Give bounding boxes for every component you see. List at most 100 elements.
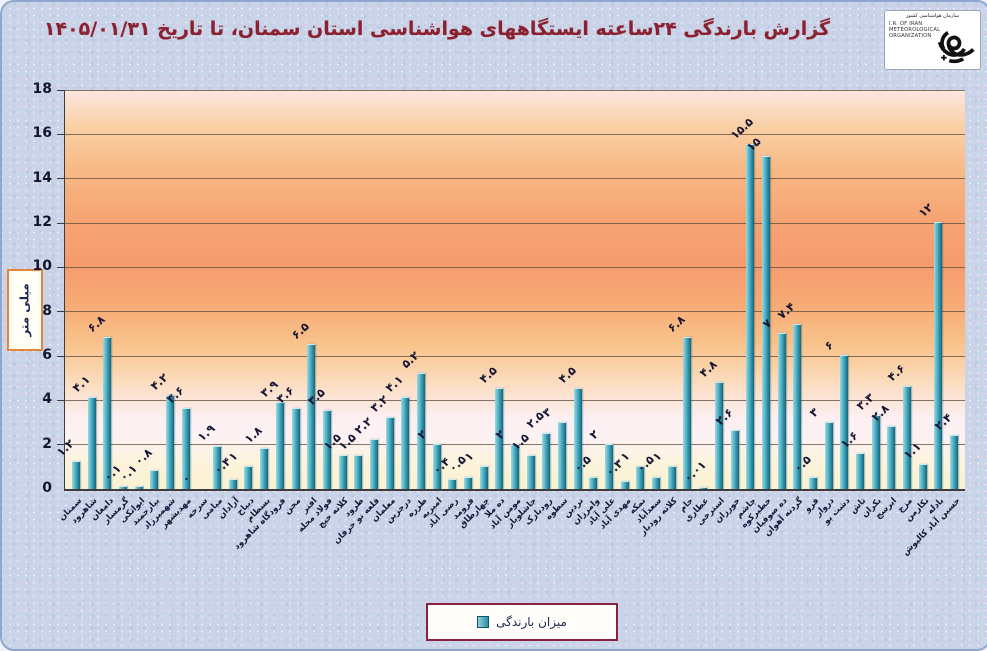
legend-label: میزان بارندگی: [496, 615, 567, 629]
y-tick-mark: [57, 89, 65, 91]
y-tick-mark: [57, 311, 65, 313]
plot-area: ۱.۲ ۴.۱ ۶.۸ ۰.۱ ۰.۱ ۰.۸ ۴.۲ ۳.۶ ۰ ۱.۹ ۰.۴ ۱ ۱.۸ ۳.۹ ۳.…: [54, 89, 965, 491]
chart-title: گزارش بارندگی ۲۴ساعته ایستگاههای هواشناس…: [43, 18, 831, 40]
rainfall-bar: [307, 343, 316, 489]
rainfall-bar: [463, 476, 472, 489]
y-tick-label: 16: [32, 125, 52, 142]
rainfall-bar: [746, 144, 755, 489]
rainfall-bar: [511, 443, 519, 489]
rainfall-bar: [573, 388, 582, 489]
x-axis-labels: سمنان شاهرود دامغان گرمسار ایوانکی بیارجمند شه…: [57, 492, 964, 617]
gridline: [57, 311, 965, 313]
legend-box: میزان بارندگی: [426, 603, 618, 641]
rainfall-bar: [730, 430, 739, 489]
y-tick-mark: [57, 266, 65, 268]
rainfall-bar: [401, 397, 410, 489]
rainfall-bar: [228, 479, 237, 489]
y-tick-mark: [57, 444, 65, 446]
bar-value-label: ۳: [806, 404, 821, 420]
y-tick-label: 14: [32, 169, 52, 186]
gridline: [57, 355, 965, 357]
rainfall-bar: [181, 408, 190, 489]
rainfall-bar: [714, 381, 723, 489]
rainfall-bar: [950, 434, 958, 489]
rainfall-bar: [699, 486, 708, 489]
rainfall-bar: [761, 155, 770, 489]
gridline: [57, 266, 965, 268]
gridline: [57, 399, 965, 401]
logo-english-text: I.R. OF IRAN METEOROLOGICAL ORGANIZATION: [889, 21, 940, 39]
y-tick-mark: [57, 399, 65, 401]
rainfall-bar: [213, 445, 222, 489]
rainfall-bar: [369, 439, 378, 489]
rainfall-bar: [542, 432, 551, 489]
bar-value-label: ۰.۸: [132, 445, 156, 469]
rainfall-bar: [605, 443, 614, 489]
bar-value-label: ۲: [586, 426, 602, 442]
rainfall-bar: [526, 454, 535, 489]
bar-value-label: ۱.۵: [335, 430, 359, 453]
bar-value-label: ۴.۸: [696, 356, 720, 380]
rainfall-bar: [934, 222, 943, 489]
bar-value-label: ۴.۱: [382, 372, 406, 396]
rainfall-bar: [824, 421, 833, 489]
bar-value-label: ۶.۸: [84, 312, 109, 336]
rainfall-bar: [558, 421, 567, 489]
rainfall-bar: [72, 461, 80, 489]
rainfall-bar: [871, 414, 880, 489]
logo-en-line2: METEOROLOGICAL: [889, 27, 941, 33]
bar-value-label: ۲.۲: [351, 414, 375, 438]
rainfall-bar: [150, 470, 159, 489]
y-tick-label: 18: [32, 81, 52, 97]
logo-en-line1: I.R. OF IRAN: [889, 21, 923, 27]
rainfall-bar: [589, 476, 598, 489]
logo-en-line3: ORGANIZATION: [889, 33, 932, 39]
y-tick-mark: [57, 222, 65, 224]
rainfall-bar: [777, 332, 786, 489]
bar-value-label: ۱.۸: [241, 423, 265, 447]
bar-value-label: ۶.۵: [288, 319, 312, 342]
rainfall-bar: [322, 410, 331, 489]
bar-value-label: ۷.۴: [774, 299, 798, 322]
bar-value-label: ۴.۶: [884, 361, 908, 385]
gridline: [57, 222, 965, 224]
bar-value-label: ۱۲: [915, 200, 936, 220]
rainfall-bar: [432, 443, 441, 489]
rainfall-bar: [840, 355, 849, 489]
rainfall-bar: [385, 417, 394, 489]
bar-value-label: ۰.۱: [116, 461, 140, 484]
rainfall-bar: [683, 337, 692, 489]
rainfall-bar: [636, 465, 645, 489]
bar-value-label: ۴.۵: [476, 363, 501, 387]
y-tick-label: 2: [42, 435, 52, 452]
logo-farsi-text: سازمان هواشناسی کشور: [905, 13, 960, 19]
rainfall-bar: [495, 388, 504, 489]
bar-value-label: ۴.۱: [69, 372, 93, 396]
gridline: [57, 133, 965, 135]
rainfall-bar: [620, 481, 629, 489]
rainfall-bar: [667, 465, 676, 489]
rainfall-bar: [119, 485, 128, 489]
legend-marker-icon: [477, 616, 490, 628]
rainfall-bar: [166, 394, 175, 489]
rainfall-bar: [855, 452, 864, 489]
rainfall-bar: [291, 408, 300, 489]
y-tick-label: 10: [32, 258, 52, 275]
gridline: [57, 178, 965, 180]
bar-value-label: ۶: [821, 337, 837, 353]
y-tick-label: 6: [42, 347, 52, 363]
met-organization-logo: سازمان هواشناسی کشور I.R. OF IRAN METEOR…: [884, 10, 981, 70]
bar-value-label: ۱.۹: [194, 421, 218, 444]
y-tick-label: 12: [32, 214, 52, 230]
rainfall-bar: [134, 485, 143, 489]
rainfall-bar: [887, 425, 896, 489]
rainfall-bar: [479, 465, 488, 489]
bar-value-label: ۴.۲: [147, 370, 171, 393]
y-tick-label: 4: [42, 391, 52, 408]
rainfall-bar: [448, 479, 457, 489]
bar-value-label: ۴.۵: [555, 363, 579, 387]
cyclone-spiral-icon: [937, 31, 975, 64]
y-tick-label: 8: [42, 302, 52, 319]
rainfall-bar: [808, 476, 817, 489]
